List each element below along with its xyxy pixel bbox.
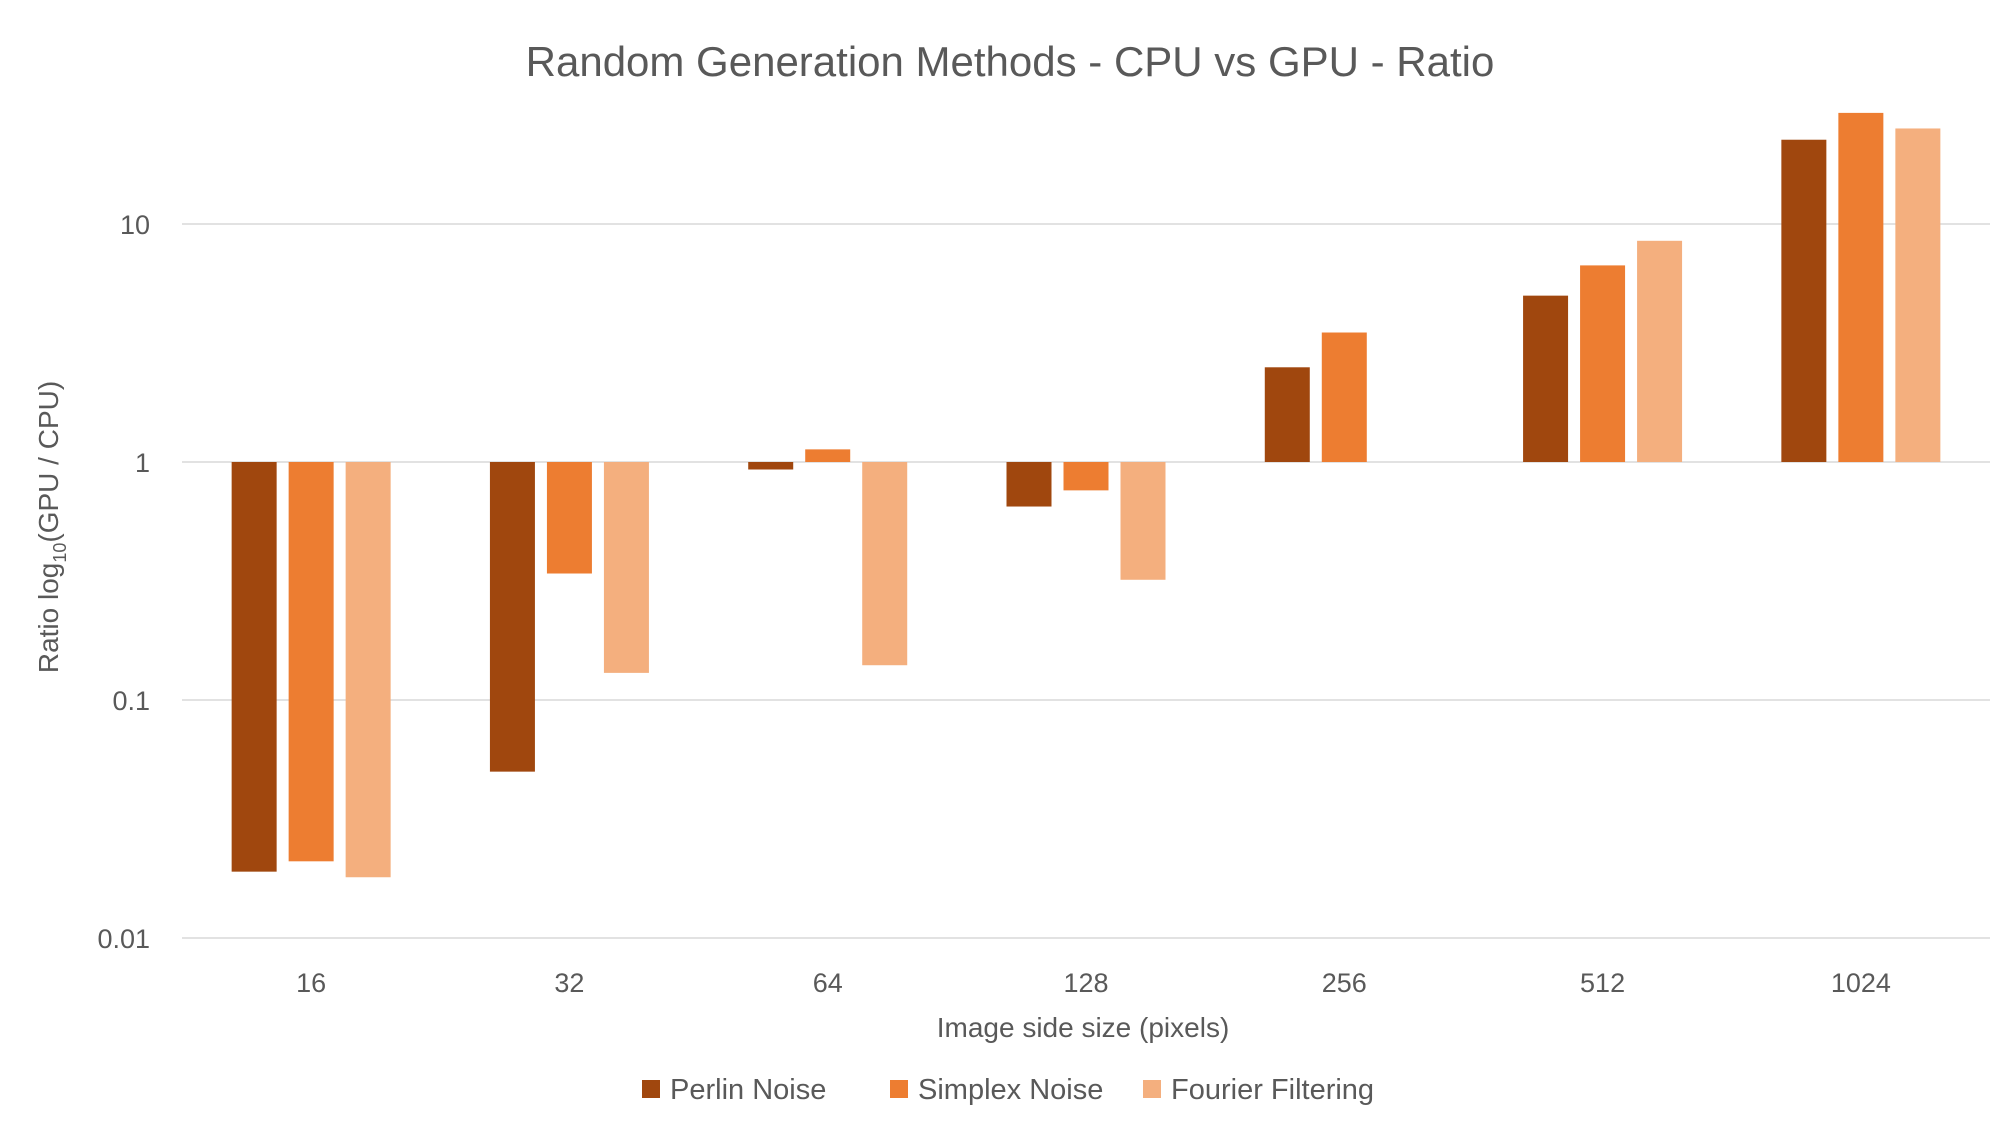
bar-perlin-noise-512	[1523, 295, 1569, 462]
y-axis-title-subscript: 10	[50, 543, 70, 563]
bar-perlin-noise-16	[231, 462, 277, 872]
legend-label: Fourier Filtering	[1171, 1074, 1374, 1106]
x-tick-label: 32	[554, 968, 584, 998]
bar-perlin-noise-256	[1264, 367, 1310, 462]
bar-simplex-noise-256	[1321, 332, 1367, 462]
legend-label: Perlin Noise	[670, 1074, 826, 1106]
bar-fourier-filtering-1024	[1895, 128, 1941, 462]
y-axis-title: Ratio log10(GPU / CPU)	[33, 381, 70, 673]
bar-simplex-noise-16	[288, 462, 334, 862]
x-tick-label: 16	[296, 968, 326, 998]
bar-simplex-noise-128	[1063, 462, 1109, 491]
bar-perlin-noise-64	[748, 462, 794, 470]
bar-simplex-noise-1024	[1838, 112, 1884, 463]
bar-fourier-filtering-16	[345, 462, 391, 878]
y-tick-label: 0.1	[112, 686, 150, 716]
legend-swatch	[890, 1080, 908, 1098]
x-tick-label: 64	[813, 968, 843, 998]
bar-perlin-noise-32	[489, 462, 535, 772]
x-tick-label: 128	[1063, 968, 1108, 998]
bar-perlin-noise-1024	[1781, 139, 1827, 462]
bars	[231, 112, 1941, 878]
bar-fourier-filtering-512	[1637, 240, 1683, 462]
bar-fourier-filtering-32	[603, 462, 649, 673]
x-axis-title: Image side size (pixels)	[937, 1012, 1230, 1043]
x-tick-label: 1024	[1831, 968, 1891, 998]
y-axis-title-tail: (GPU / CPU)	[33, 381, 64, 543]
legend-label: Simplex Noise	[918, 1074, 1103, 1106]
y-axis-ticks: 0.01 0.1 1 10	[97, 210, 150, 954]
bar-fourier-filtering-64	[862, 462, 908, 666]
bar-simplex-noise-512	[1580, 265, 1626, 462]
x-axis-ticks: 16 32 64 128 256 512 1024	[296, 968, 1891, 998]
chart-title: Random Generation Methods - CPU vs GPU -…	[526, 38, 1495, 85]
y-tick-label: 1	[135, 448, 150, 478]
legend-swatch	[1143, 1080, 1161, 1098]
gridlines	[182, 223, 1990, 939]
legend: Perlin Noise Simplex Noise Fourier Filteri…	[642, 1074, 1374, 1106]
bar-perlin-noise-128	[1006, 462, 1052, 507]
x-tick-label: 256	[1322, 968, 1367, 998]
legend-swatch	[642, 1080, 660, 1098]
y-axis-title-main: Ratio log	[33, 563, 64, 674]
y-tick-label: 10	[120, 210, 150, 240]
y-tick-label: 0.01	[97, 924, 150, 954]
bar-simplex-noise-64	[805, 449, 851, 462]
bar-fourier-filtering-128	[1120, 462, 1166, 580]
x-tick-label: 512	[1580, 968, 1625, 998]
bar-simplex-noise-32	[546, 462, 592, 574]
